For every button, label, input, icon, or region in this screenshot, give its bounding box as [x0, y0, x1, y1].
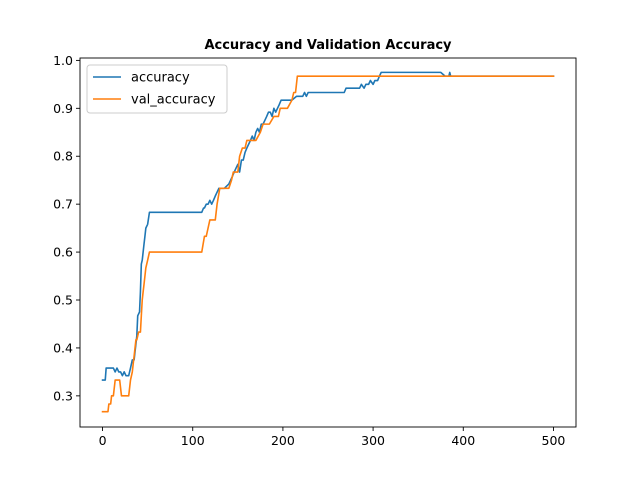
x-tick-label: 300: [361, 433, 385, 448]
y-tick-label: 0.6: [53, 245, 73, 260]
series-line-accuracy: [101, 71, 555, 381]
x-tick-label: 0: [99, 433, 107, 448]
axes-frame: [79, 57, 577, 428]
series-line-val-accuracy: [101, 75, 555, 413]
legend-box: [86, 64, 228, 114]
y-tick-label: 0.4: [53, 340, 73, 355]
legend-label-val-accuracy: val_accuracy: [131, 93, 216, 108]
y-tick-label: 0.3: [53, 388, 73, 403]
x-tick-label: 200: [271, 433, 295, 448]
y-tick-label: 0.9: [53, 101, 73, 116]
y-tick-label: 1.0: [53, 53, 73, 68]
x-tick-label: 100: [181, 433, 205, 448]
x-tick-label: 400: [451, 433, 475, 448]
y-tick-label: 0.8: [53, 149, 73, 164]
y-tick-label: 0.5: [53, 293, 73, 308]
chart-title: Accuracy and Validation Accuracy: [204, 38, 452, 53]
y-tick-label: 0.7: [53, 197, 73, 212]
plot-area: 0 100 200 300 400 500 0.3 0.4 0.5 0.6 0.7 0.8 0.9 1.0: [53, 53, 577, 448]
legend: accuracy val_accuracy: [86, 64, 228, 114]
legend-label-accuracy: accuracy: [131, 71, 190, 86]
x-tick-label: 500: [542, 433, 566, 448]
